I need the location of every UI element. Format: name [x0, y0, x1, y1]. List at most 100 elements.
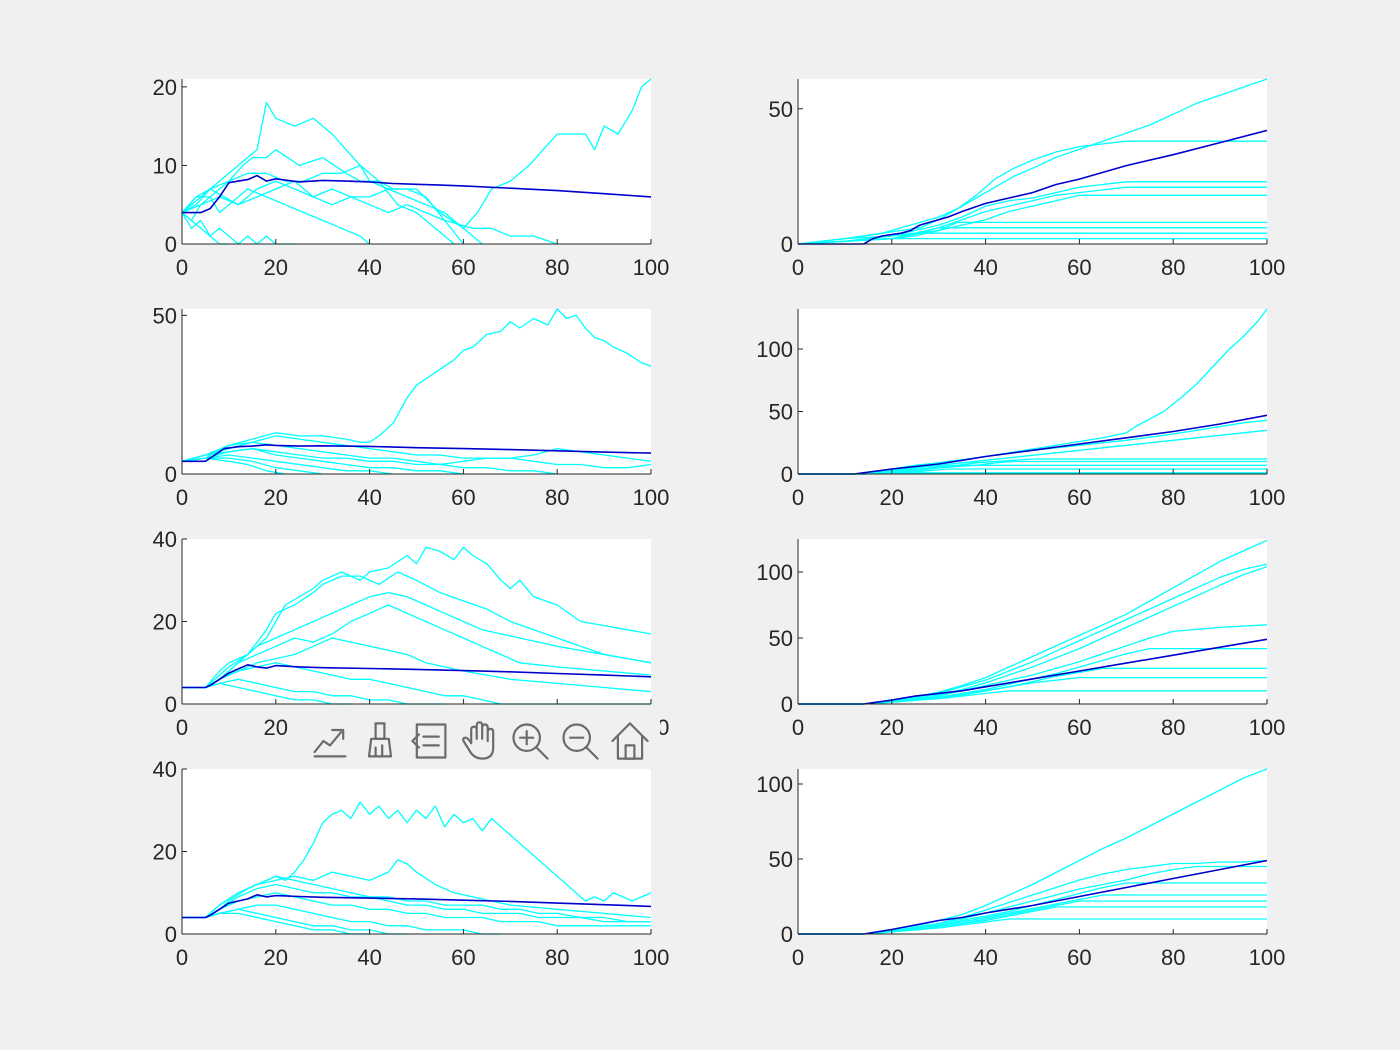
subplot-row4-right: 0 20 40 60 80 100 0 50 100: [756, 768, 1286, 970]
sample-path-line: [182, 892, 651, 927]
y-tick-label: 0: [781, 462, 793, 487]
x-tick-label: 40: [973, 945, 997, 970]
y-tick-label: 50: [769, 400, 793, 425]
data-tips-icon: [313, 728, 347, 758]
y-tick-label: 40: [153, 757, 177, 782]
zoom-in-icon: [512, 723, 549, 760]
sample-path-line: [182, 912, 370, 935]
x-tick-label: 100: [1249, 485, 1286, 510]
subplot-row2-left: 0 20 40 60 80 100 0 50: [153, 303, 670, 510]
x-tick-label: 80: [1161, 485, 1185, 510]
x-tick-label: 0: [176, 715, 188, 740]
pan-hand-icon: [462, 721, 495, 760]
plot-area: [182, 79, 651, 244]
data-tips-button[interactable]: [306, 717, 354, 765]
x-tick-label: 0: [792, 255, 804, 280]
legend-icon: [411, 723, 447, 759]
x-tick-label: 100: [633, 255, 670, 280]
x-tick-label: 20: [264, 485, 288, 510]
subplot-row3-right: 0 20 40 60 80 100 0 50 100: [756, 539, 1285, 740]
mean-line: [798, 638, 1267, 705]
x-tick-label: 20: [880, 255, 904, 280]
x-tick-label: 0: [176, 485, 188, 510]
x-tick-label: 40: [357, 485, 381, 510]
x-tick-label: 60: [451, 485, 475, 510]
x-tick-label: 80: [1161, 945, 1185, 970]
x-tick-label: 60: [451, 945, 475, 970]
y-tick-label: 100: [756, 337, 793, 362]
x-tick-label: 100: [1249, 945, 1286, 970]
y-tick-label: 0: [165, 922, 177, 947]
x-tick-label: 0: [792, 485, 804, 510]
y-tick-label: 20: [153, 610, 177, 635]
series-group: [798, 78, 1267, 245]
y-tick-label: 40: [153, 527, 177, 552]
zoom-in-button[interactable]: [506, 717, 554, 765]
subplot-row2-right: 0 20 40 60 80 100 0 50 100: [756, 308, 1286, 510]
subplot-row1-right: 0 20 40 60 80 100 0 50: [769, 78, 1285, 280]
x-tick-label: 0: [176, 945, 188, 970]
x-tick-label: 60: [1067, 485, 1091, 510]
y-tick-label: 100: [756, 560, 793, 585]
home-button[interactable]: [606, 717, 654, 765]
x-tick-label: 80: [1161, 255, 1185, 280]
sample-path-line: [182, 78, 651, 229]
mean-line: [798, 129, 1267, 245]
x-tick-label: 40: [357, 255, 381, 280]
sample-path-line: [182, 682, 351, 705]
zoom-out-icon: [562, 723, 599, 760]
sample-path-line: [182, 604, 651, 689]
series-group: [798, 539, 1267, 705]
sample-path-line: [182, 591, 651, 689]
y-tick-label: 0: [781, 922, 793, 947]
plot-area: [182, 539, 651, 704]
sample-path-line: [182, 101, 455, 245]
home-icon: [611, 722, 649, 760]
y-tick-label: 20: [153, 840, 177, 865]
pan-button[interactable]: [456, 717, 504, 765]
sample-path-line: [182, 212, 295, 245]
axes-toolbar: [300, 714, 660, 768]
sample-path-line: [182, 546, 651, 689]
brush-icon: [367, 722, 393, 758]
y-tick-label: 20: [153, 75, 177, 100]
series-group: [182, 78, 651, 245]
x-tick-label: 20: [264, 715, 288, 740]
legend-button[interactable]: [406, 717, 454, 765]
subplot-row1-left: 0 20 40 60 80 100 0 10 20: [153, 75, 670, 280]
x-tick-label: 20: [880, 715, 904, 740]
x-tick-label: 60: [1067, 945, 1091, 970]
plot-area: [798, 539, 1267, 704]
x-tick-label: 100: [633, 485, 670, 510]
x-tick-label: 80: [1161, 715, 1185, 740]
mean-line: [182, 893, 651, 919]
x-tick-label: 20: [264, 945, 288, 970]
y-tick-label: 50: [769, 626, 793, 651]
mean-line: [182, 174, 651, 214]
mean-line: [182, 663, 651, 689]
y-tick-label: 50: [769, 97, 793, 122]
brush-button[interactable]: [356, 717, 404, 765]
x-tick-label: 60: [451, 255, 475, 280]
mean-line: [182, 443, 651, 463]
x-tick-label: 0: [792, 945, 804, 970]
plot-area: [182, 769, 651, 934]
y-tick-label: 0: [165, 692, 177, 717]
y-tick-label: 10: [153, 153, 177, 178]
zoom-out-button[interactable]: [556, 717, 604, 765]
x-tick-label: 20: [880, 485, 904, 510]
sample-path-line: [182, 454, 394, 475]
series-group: [182, 308, 651, 475]
x-tick-label: 80: [545, 945, 569, 970]
mean-line: [798, 859, 1267, 935]
sample-path-line: [798, 78, 1267, 245]
x-tick-label: 80: [545, 485, 569, 510]
x-tick-label: 80: [545, 255, 569, 280]
sample-path-line: [182, 875, 651, 923]
sample-path-line: [182, 180, 483, 245]
y-tick-label: 0: [781, 232, 793, 257]
sample-path-line: [182, 637, 651, 693]
sample-path-line: [182, 441, 651, 469]
x-tick-label: 60: [1067, 255, 1091, 280]
y-tick-label: 50: [153, 303, 177, 328]
